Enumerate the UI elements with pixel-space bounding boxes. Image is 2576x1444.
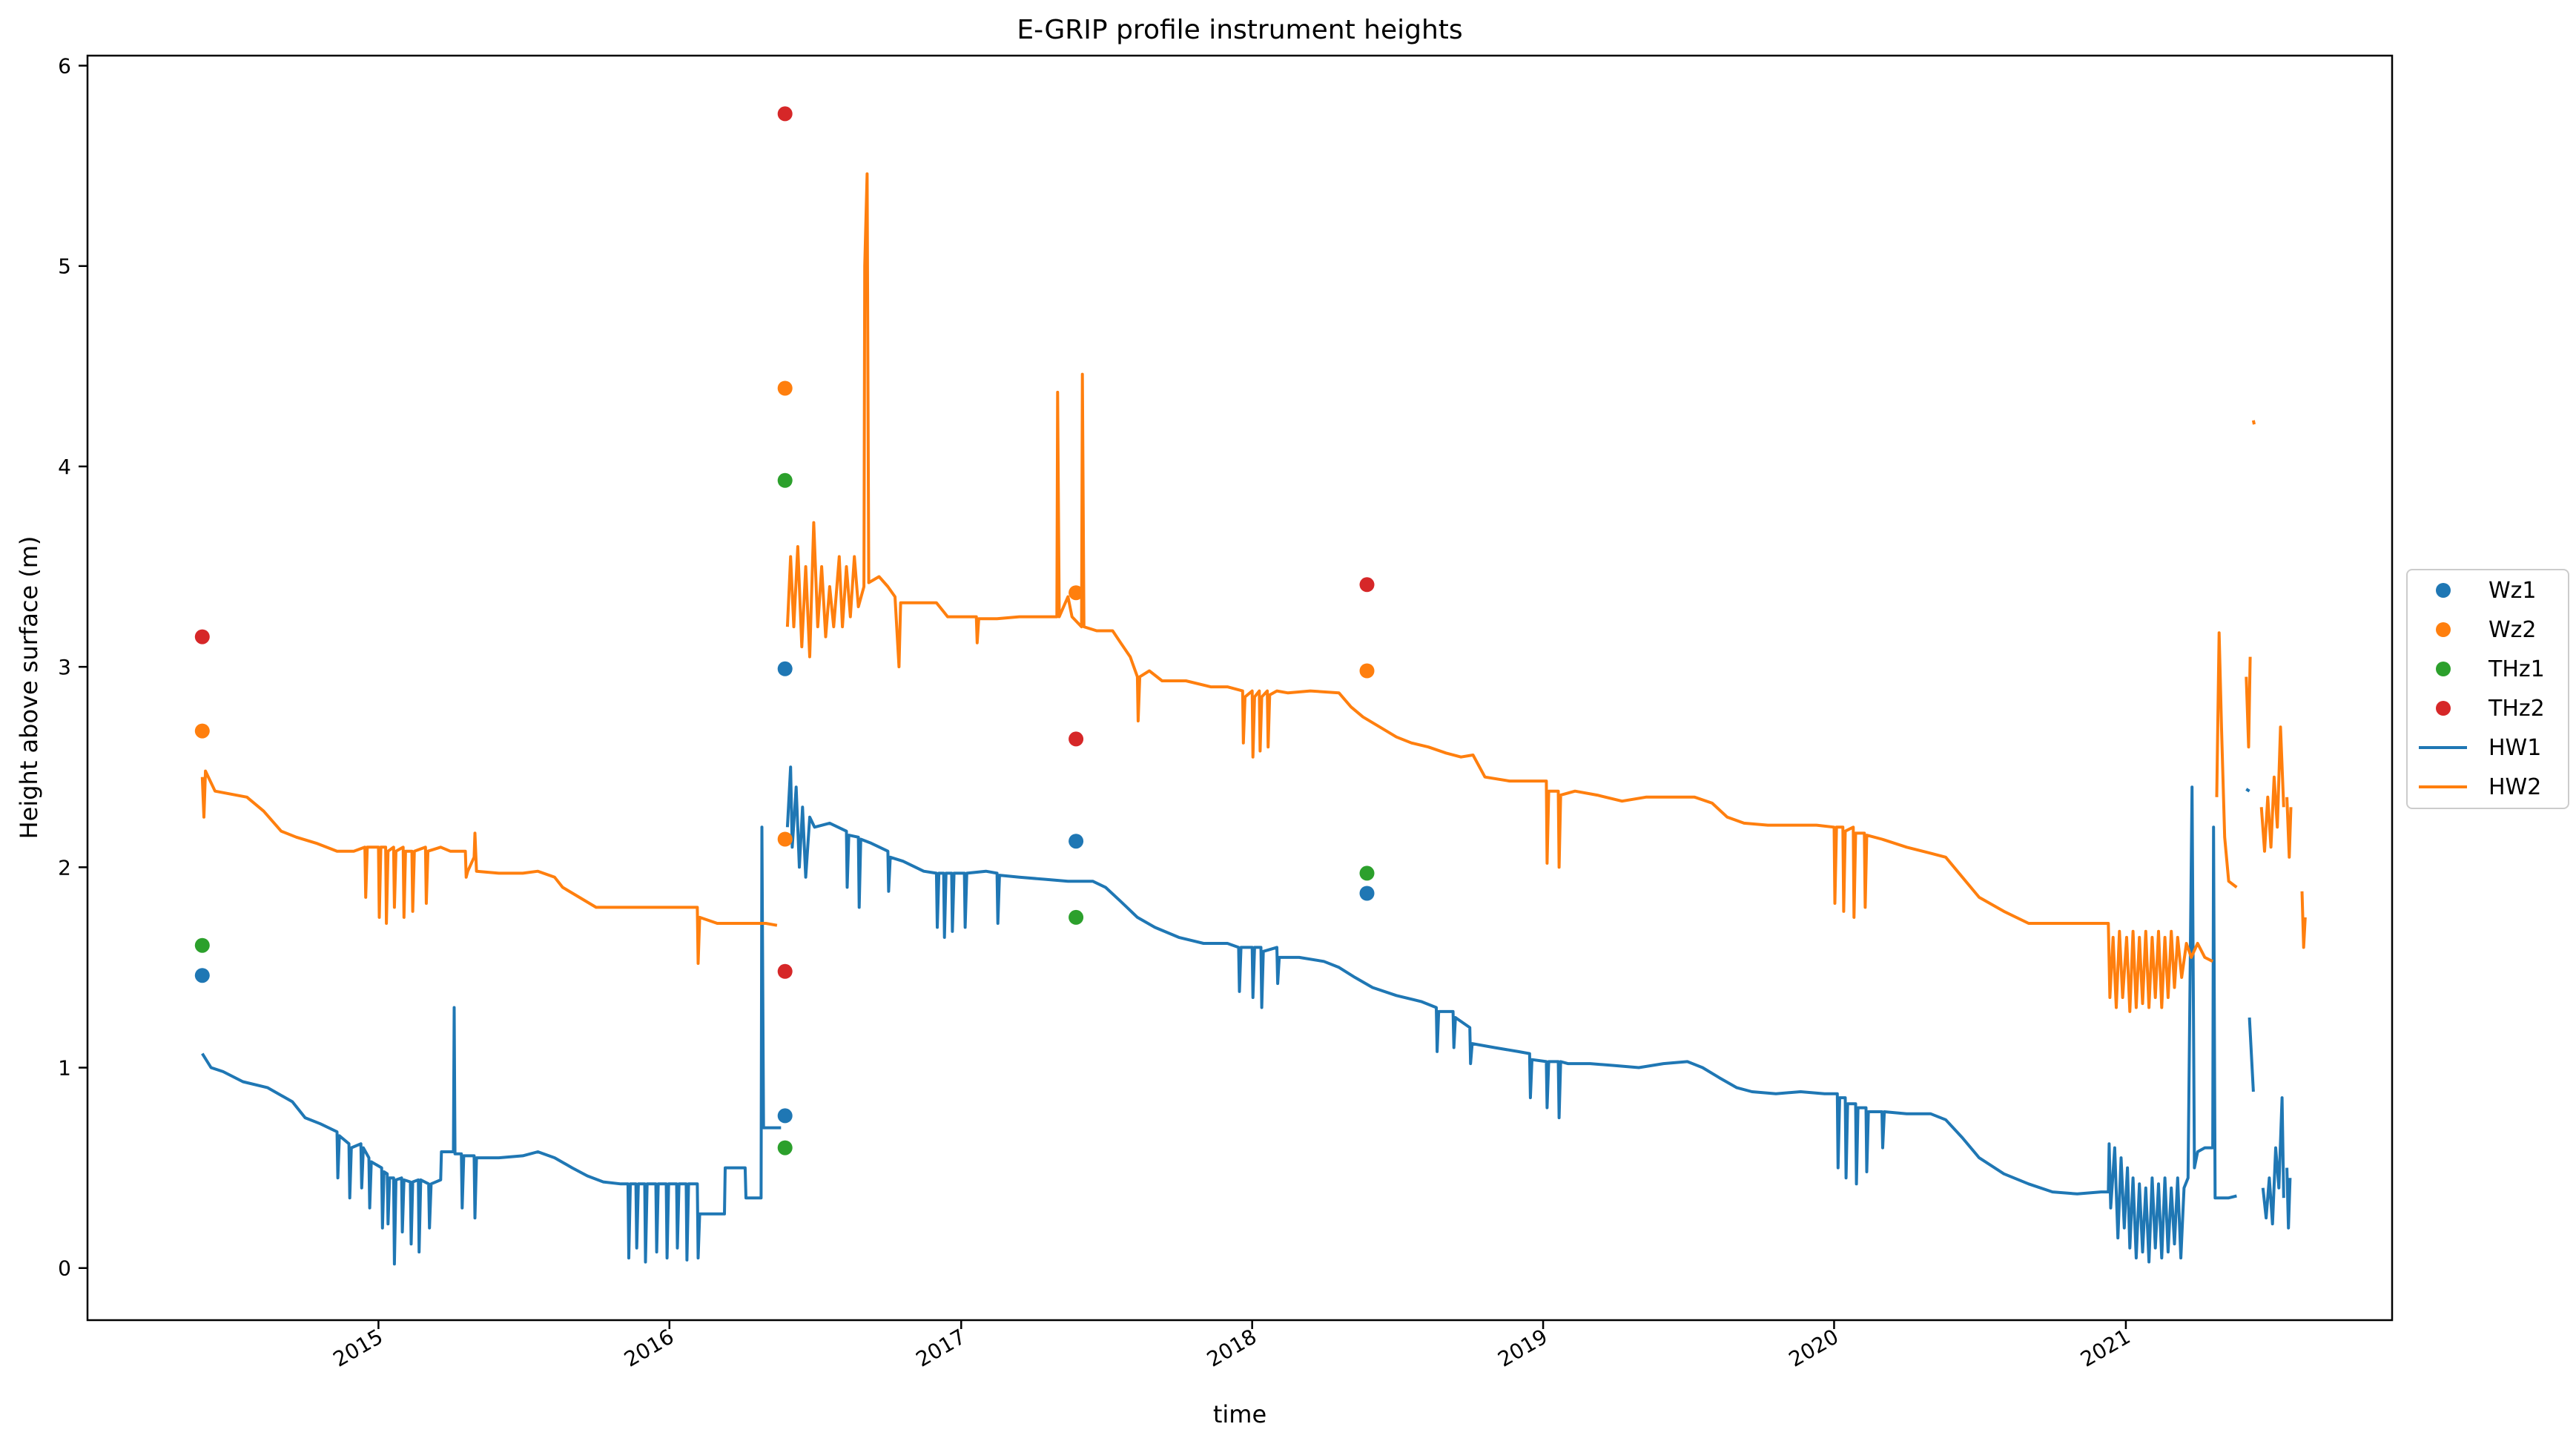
legend-marker-wz1 xyxy=(2436,583,2451,598)
y-tick-label-5: 5 xyxy=(58,254,71,279)
series-line-hw1-segment-2 xyxy=(785,765,2237,1264)
series-line-hw2-segment-4 xyxy=(2245,656,2252,749)
y-tick-label-6: 6 xyxy=(58,54,71,79)
point-wz1-4 xyxy=(1069,834,1084,849)
series-line-hw1-segment-6 xyxy=(2285,1167,2292,1230)
series-line-hw2-segment-7 xyxy=(2285,797,2293,859)
point-wz2-2 xyxy=(777,380,793,396)
y-tick-label-3: 3 xyxy=(58,655,71,679)
point-thz2-1 xyxy=(194,629,210,644)
point-wz1-5 xyxy=(1359,886,1375,901)
legend-label-thz2: THz2 xyxy=(2488,696,2545,722)
x-axis-label: time xyxy=(1213,1400,1266,1428)
legend-label-wz1: Wz1 xyxy=(2489,578,2537,604)
legend-label-hw1: HW1 xyxy=(2489,735,2541,761)
series-line-hw1-segment-3 xyxy=(2245,788,2250,793)
legend-label-hw2: HW2 xyxy=(2489,774,2541,800)
point-wz2-4 xyxy=(1069,585,1084,601)
series-line-hw2-segment-1 xyxy=(200,769,778,965)
y-tick-label-0: 0 xyxy=(58,1256,71,1281)
series-line-hw2-segment-5 xyxy=(2251,420,2256,425)
point-wz1-3 xyxy=(777,1108,793,1124)
legend-marker-wz2 xyxy=(2436,622,2451,637)
chart-title: E-GRIP profile instrument heights xyxy=(1017,15,1462,45)
series-line-hw1-segment-1 xyxy=(201,825,782,1266)
series-line-hw2-segment-8 xyxy=(2300,891,2307,949)
scatter-layer xyxy=(194,106,1375,1155)
point-thz2-3 xyxy=(777,963,793,979)
legend-frame xyxy=(2406,569,2569,809)
point-thz2-4 xyxy=(1069,731,1084,747)
y-tick-label-1: 1 xyxy=(58,1056,71,1081)
point-thz1-1 xyxy=(194,937,210,953)
legend: Wz1 Wz2 THz1 THz2 HW1 HW2 xyxy=(2406,569,2569,809)
point-wz2-5 xyxy=(1359,663,1375,679)
point-thz2-5 xyxy=(1359,577,1375,593)
series-line-hw1-segment-4 xyxy=(2248,1017,2255,1092)
point-wz2-1 xyxy=(194,723,210,739)
plot-frame xyxy=(86,54,2394,1322)
y-axis-label: Height above surface (m) xyxy=(15,536,43,840)
series-line-hw2-segment-6 xyxy=(2259,725,2285,853)
point-thz2-2 xyxy=(777,106,793,122)
legend-label-wz2: Wz2 xyxy=(2489,617,2537,643)
point-wz2-3 xyxy=(777,831,793,847)
series-line-hw2-segment-3 xyxy=(2215,631,2238,889)
point-thz1-4 xyxy=(1069,909,1084,925)
series-line-hw2-segment-2 xyxy=(785,172,2214,1013)
series-layer xyxy=(200,172,2307,1266)
y-tick-label-4: 4 xyxy=(58,455,71,479)
point-thz1-3 xyxy=(777,1140,793,1155)
point-thz1-5 xyxy=(1359,866,1375,881)
legend-label-thz1: THz1 xyxy=(2488,656,2545,682)
legend-marker-thz1 xyxy=(2436,662,2451,676)
legend-marker-thz2 xyxy=(2436,701,2451,716)
point-thz1-2 xyxy=(777,472,793,488)
point-wz1-2 xyxy=(777,661,793,676)
series-line-hw1-segment-5 xyxy=(2261,1096,2285,1226)
point-wz1-1 xyxy=(194,968,210,983)
y-tick-label-2: 2 xyxy=(58,855,71,880)
